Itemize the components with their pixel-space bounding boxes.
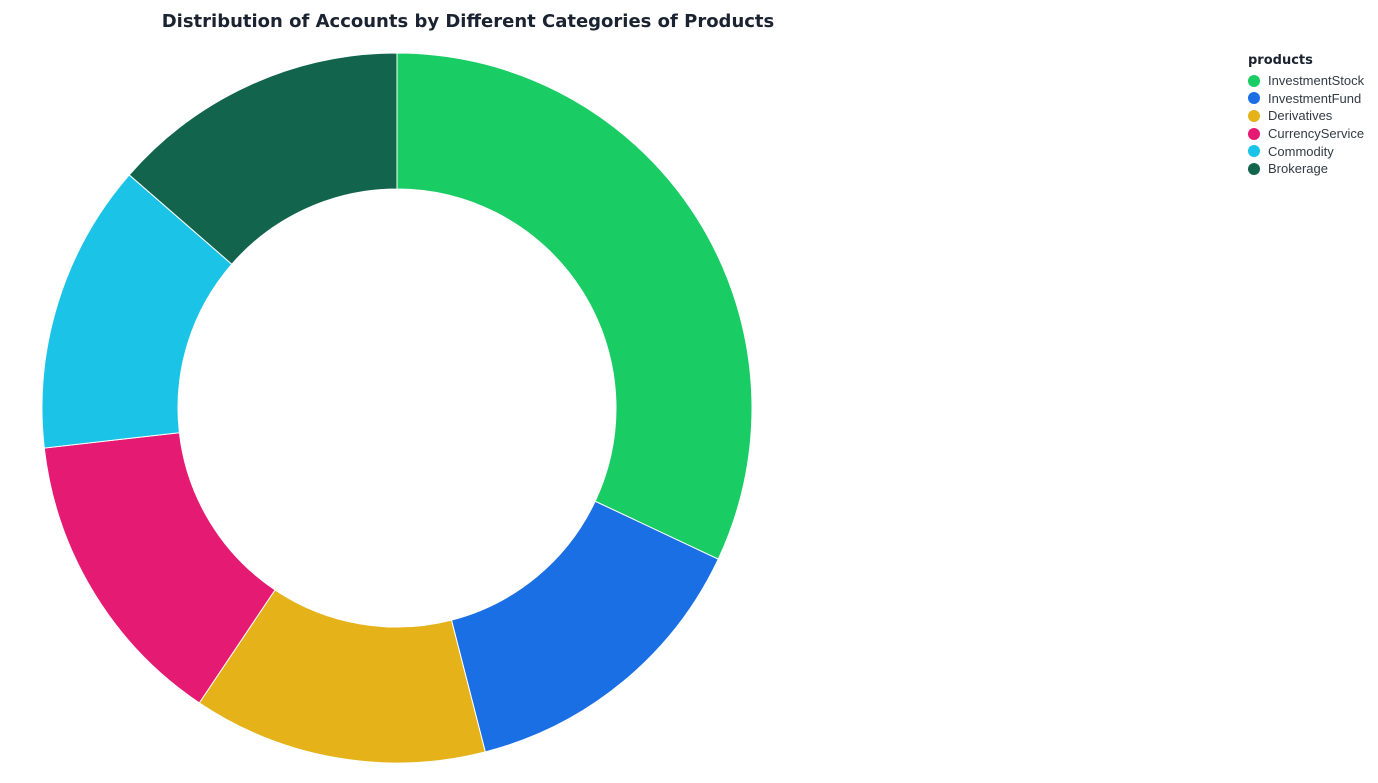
legend-title: products [1248, 53, 1313, 68]
legend-label: CurrencyService [1268, 126, 1365, 142]
legend-item[interactable]: Derivatives [1248, 107, 1364, 125]
legend-swatch [1248, 127, 1260, 140]
slice-brokerage[interactable] [128, 52, 398, 265]
slice-investmentstock[interactable] [396, 52, 753, 560]
legend-swatch [1248, 74, 1260, 87]
legend-label: Brokerage [1268, 161, 1328, 177]
legend-items: InvestmentStock InvestmentFund Derivatives… [1248, 72, 1364, 178]
donut-chart [41, 52, 753, 764]
legend-label: InvestmentStock [1268, 73, 1365, 89]
legend-swatch [1248, 109, 1260, 122]
legend-item[interactable]: InvestmentFund [1248, 90, 1364, 108]
legend-item[interactable]: InvestmentStock [1248, 72, 1364, 90]
chart-title: Distribution of Accounts by Different Ca… [161, 11, 775, 32]
legend-swatch [1248, 162, 1260, 175]
legend: products InvestmentStock InvestmentFund De… [1248, 53, 1364, 178]
legend-swatch [1248, 92, 1260, 105]
legend-label: Commodity [1268, 143, 1334, 159]
legend-item[interactable]: Brokerage [1248, 160, 1364, 178]
slice-derivatives[interactable] [198, 589, 486, 764]
legend-label: Derivatives [1268, 108, 1333, 124]
legend-item[interactable]: CurrencyService [1248, 125, 1364, 143]
legend-label: InvestmentFund [1268, 90, 1362, 106]
legend-swatch [1248, 145, 1260, 158]
legend-item[interactable]: Commodity [1248, 142, 1364, 160]
